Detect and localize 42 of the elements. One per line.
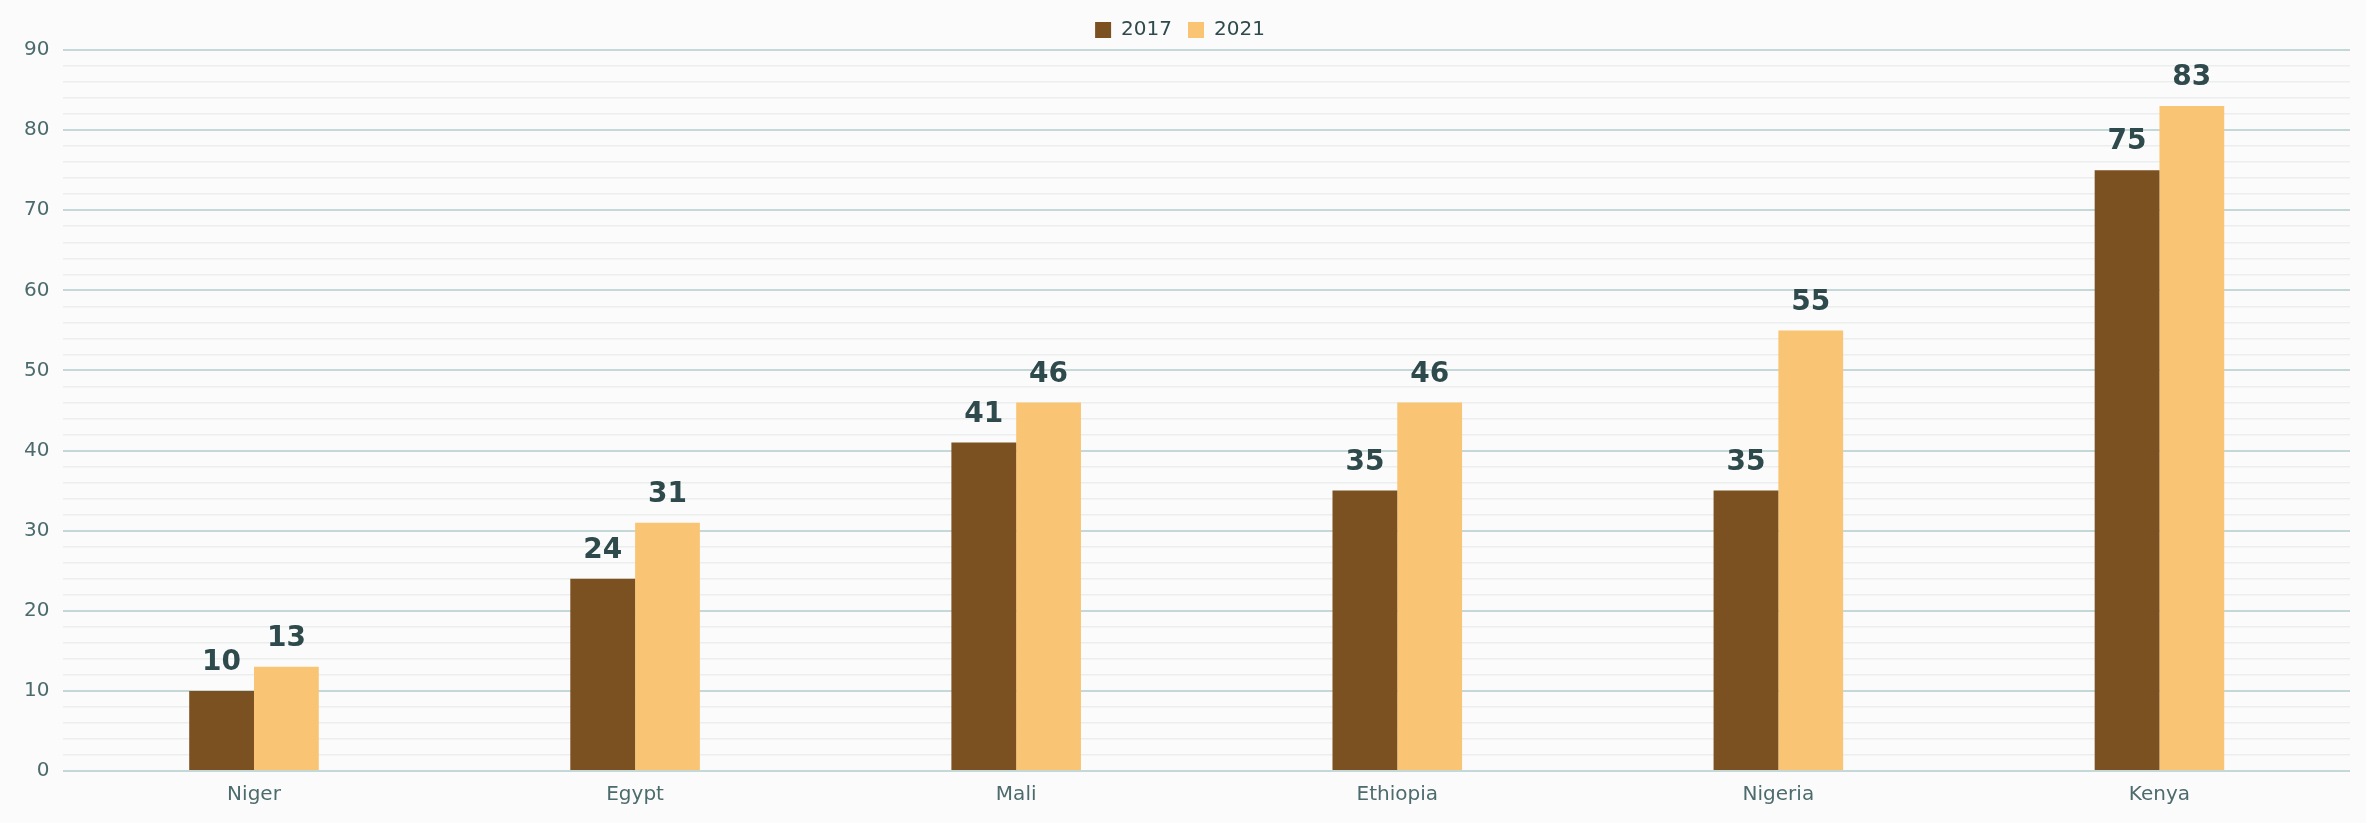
- data-label: 46: [1410, 355, 1450, 389]
- bar: [1397, 402, 1463, 770]
- x-tick-label: Egypt: [606, 781, 665, 806]
- y-tick-label: 80: [24, 116, 50, 141]
- bar: [254, 666, 319, 770]
- x-tick-label: Ethiopia: [1356, 781, 1438, 806]
- y-tick-label: 30: [24, 516, 50, 541]
- data-label: 35: [1345, 443, 1385, 477]
- data-label: 46: [1029, 355, 1069, 389]
- y-tick-label: 50: [24, 356, 50, 381]
- bar: [1778, 330, 1844, 770]
- y-tick-label: 0: [36, 757, 50, 782]
- bar: [570, 578, 636, 770]
- y-tick-label: 40: [24, 436, 50, 461]
- data-label: 13: [266, 620, 306, 654]
- bar: [635, 522, 700, 770]
- bar: [951, 442, 1017, 770]
- bar: [1713, 490, 1779, 770]
- data-label: 83: [2172, 59, 2212, 93]
- bar: [189, 690, 254, 770]
- legend-label: 2017: [1121, 16, 1173, 41]
- bar: [2159, 106, 2225, 770]
- y-tick-label: 90: [24, 36, 50, 61]
- bar: [1332, 490, 1398, 770]
- data-label: 75: [2107, 123, 2147, 157]
- data-label: 31: [648, 475, 687, 509]
- y-tick-label: 60: [24, 276, 50, 301]
- data-label: 24: [583, 532, 623, 566]
- x-tick-label: Kenya: [2128, 781, 2191, 806]
- x-tick-label: Mali: [995, 781, 1037, 806]
- legend-label: 2021: [1214, 16, 1265, 41]
- y-tick-label: 70: [24, 196, 50, 221]
- x-tick-label: Nigeria: [1742, 781, 1815, 806]
- data-label: 41: [964, 395, 1004, 429]
- y-tick-label: 10: [24, 677, 50, 702]
- bar: [1016, 402, 1081, 770]
- data-label: 55: [1791, 283, 1831, 317]
- x-tick-label: Niger: [227, 781, 282, 806]
- bar: [2094, 170, 2160, 770]
- data-label: 10: [202, 644, 242, 678]
- y-tick-label: 20: [24, 596, 50, 621]
- data-label: 35: [1726, 443, 1766, 477]
